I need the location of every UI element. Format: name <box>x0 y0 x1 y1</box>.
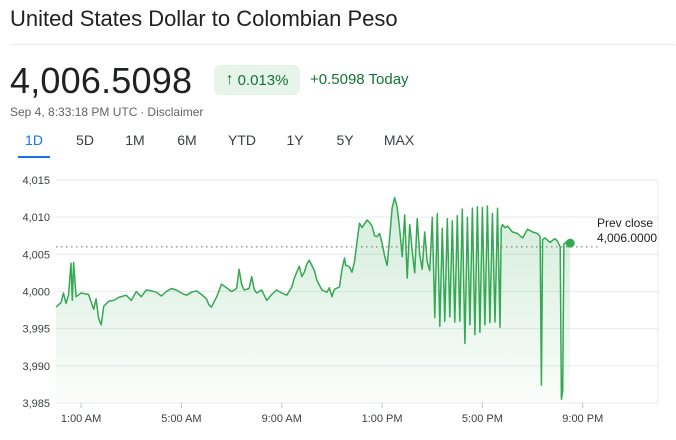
x-tick-label: 5:00 AM <box>161 413 201 425</box>
prev-close-label: Prev close <box>597 216 653 230</box>
tab-5y[interactable]: 5Y <box>336 132 354 148</box>
x-tick-label: 1:00 PM <box>362 413 403 425</box>
separator-dot: · <box>140 105 145 119</box>
tab-5d[interactable]: 5D <box>76 132 94 148</box>
price-chart[interactable]: 3,985 3,990 3,995 4,000 4,005 4,010 4,015 1:00 … <box>0 160 676 440</box>
x-tick-label: 9:00 AM <box>262 413 302 425</box>
y-tick-label: 4,000 <box>22 287 50 299</box>
change-today: +0.5098 Today <box>310 71 409 88</box>
y-tick-label: 4,010 <box>22 212 50 224</box>
timestamp-row: Sep 4, 8:33:18 PM UTC · Disclaimer <box>10 105 203 119</box>
tab-1d[interactable]: 1D <box>18 130 50 158</box>
price-area-fill <box>56 197 571 403</box>
y-tick-label: 4,005 <box>22 249 50 261</box>
last-price-dot <box>565 238 575 248</box>
arrow-up-icon: ↑ <box>225 71 234 88</box>
change-percent-value: 0.013% <box>237 71 289 89</box>
x-tick-label: 5:00 PM <box>462 413 503 425</box>
tab-ytd[interactable]: YTD <box>228 132 256 148</box>
y-tick-label: 3,995 <box>22 324 50 336</box>
y-tick-label: 3,985 <box>22 398 50 410</box>
x-tick-label: 9:00 PM <box>562 413 603 425</box>
prev-close-value: 4,006.0000 <box>597 231 657 245</box>
current-price: 4,006.5098 <box>10 60 193 101</box>
y-tick-label: 4,015 <box>22 175 50 187</box>
tab-6m[interactable]: 6M <box>177 132 197 148</box>
price-line <box>55 197 571 401</box>
header-divider <box>10 44 675 45</box>
tab-1m[interactable]: 1M <box>125 132 145 148</box>
tab-1y[interactable]: 1Y <box>286 132 304 148</box>
page-title: United States Dollar to Colombian Peso <box>10 6 398 31</box>
tab-max[interactable]: MAX <box>383 132 415 148</box>
change-percent-badge: ↑ 0.013% <box>214 65 300 95</box>
x-tick-label: 1:00 AM <box>61 413 101 425</box>
disclaimer-link[interactable]: Disclaimer <box>147 105 204 119</box>
timestamp: Sep 4, 8:33:18 PM UTC <box>10 105 138 119</box>
y-tick-label: 3,990 <box>22 361 50 373</box>
